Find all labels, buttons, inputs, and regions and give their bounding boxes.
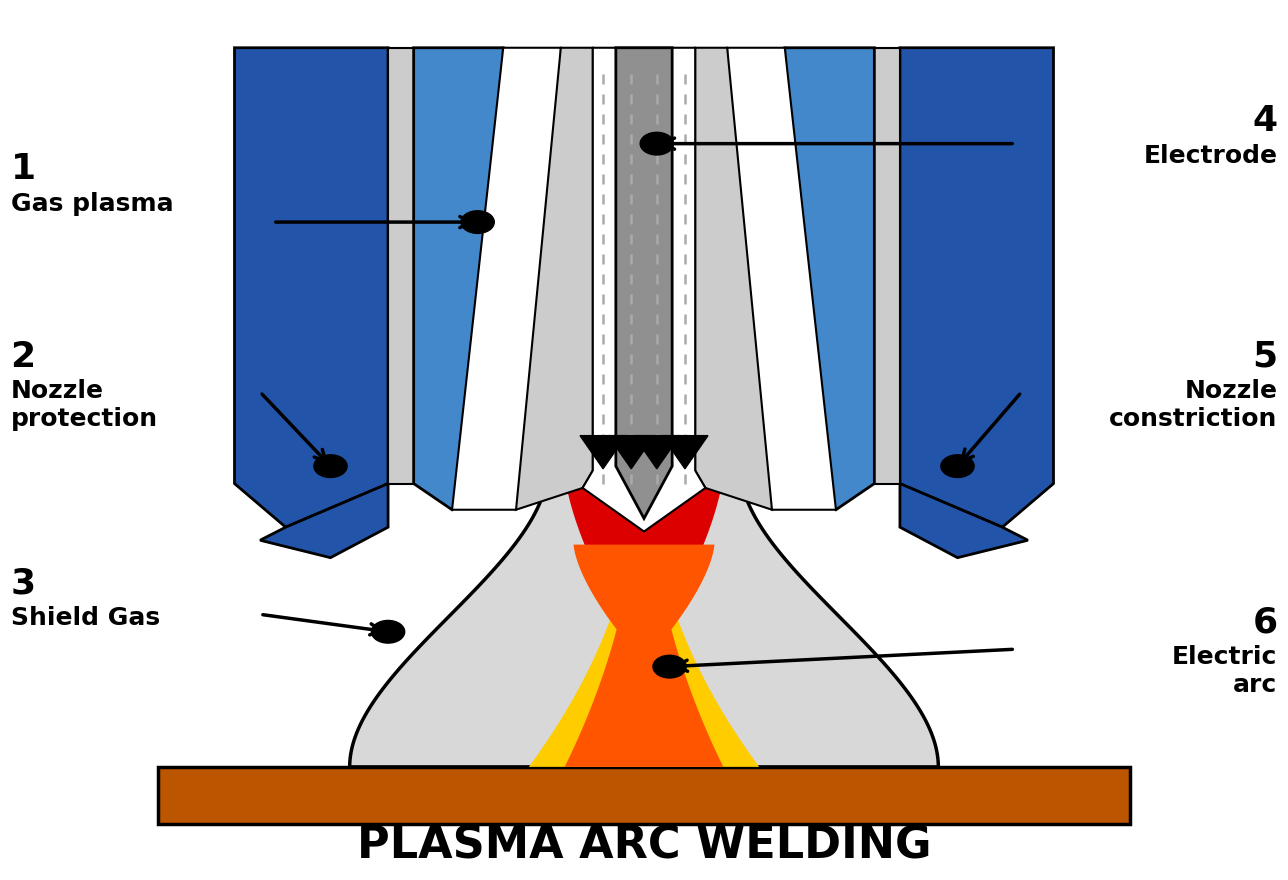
Text: Electric
arc: Electric arc bbox=[1172, 645, 1278, 697]
Polygon shape bbox=[696, 48, 772, 510]
Polygon shape bbox=[573, 545, 715, 632]
Polygon shape bbox=[580, 436, 626, 469]
Polygon shape bbox=[608, 436, 654, 469]
Polygon shape bbox=[616, 48, 672, 518]
Polygon shape bbox=[662, 436, 708, 469]
Circle shape bbox=[653, 656, 687, 678]
Polygon shape bbox=[784, 48, 875, 510]
Polygon shape bbox=[728, 48, 836, 510]
Text: 4: 4 bbox=[1252, 105, 1278, 138]
Polygon shape bbox=[388, 48, 413, 484]
Circle shape bbox=[371, 620, 404, 643]
Polygon shape bbox=[413, 48, 504, 510]
Polygon shape bbox=[564, 471, 724, 766]
Polygon shape bbox=[875, 48, 900, 484]
Polygon shape bbox=[900, 48, 1054, 527]
Bar bbox=[157, 766, 1131, 824]
Polygon shape bbox=[564, 471, 724, 614]
Polygon shape bbox=[582, 48, 706, 532]
Text: PLASMA ARC WELDING: PLASMA ARC WELDING bbox=[357, 824, 931, 867]
Polygon shape bbox=[260, 484, 388, 558]
Text: 2: 2 bbox=[10, 340, 36, 374]
Text: Gas plasma: Gas plasma bbox=[10, 192, 173, 216]
Circle shape bbox=[940, 455, 974, 478]
Text: Shield Gas: Shield Gas bbox=[10, 605, 160, 629]
Circle shape bbox=[314, 455, 348, 478]
Polygon shape bbox=[529, 471, 759, 766]
Ellipse shape bbox=[551, 205, 737, 466]
Text: Electrode: Electrode bbox=[1144, 143, 1278, 167]
Polygon shape bbox=[349, 466, 939, 766]
Text: 1: 1 bbox=[10, 152, 36, 187]
Text: 5: 5 bbox=[1252, 340, 1278, 374]
Text: Nozzle
constriction: Nozzle constriction bbox=[1109, 379, 1278, 431]
Circle shape bbox=[640, 132, 674, 155]
Polygon shape bbox=[516, 48, 592, 510]
Circle shape bbox=[461, 210, 495, 233]
Polygon shape bbox=[452, 48, 560, 510]
Polygon shape bbox=[234, 48, 388, 527]
Polygon shape bbox=[634, 436, 680, 469]
Polygon shape bbox=[900, 484, 1028, 558]
Text: 3: 3 bbox=[10, 567, 36, 600]
Text: 6: 6 bbox=[1252, 605, 1278, 640]
Text: Nozzle
protection: Nozzle protection bbox=[10, 379, 157, 431]
